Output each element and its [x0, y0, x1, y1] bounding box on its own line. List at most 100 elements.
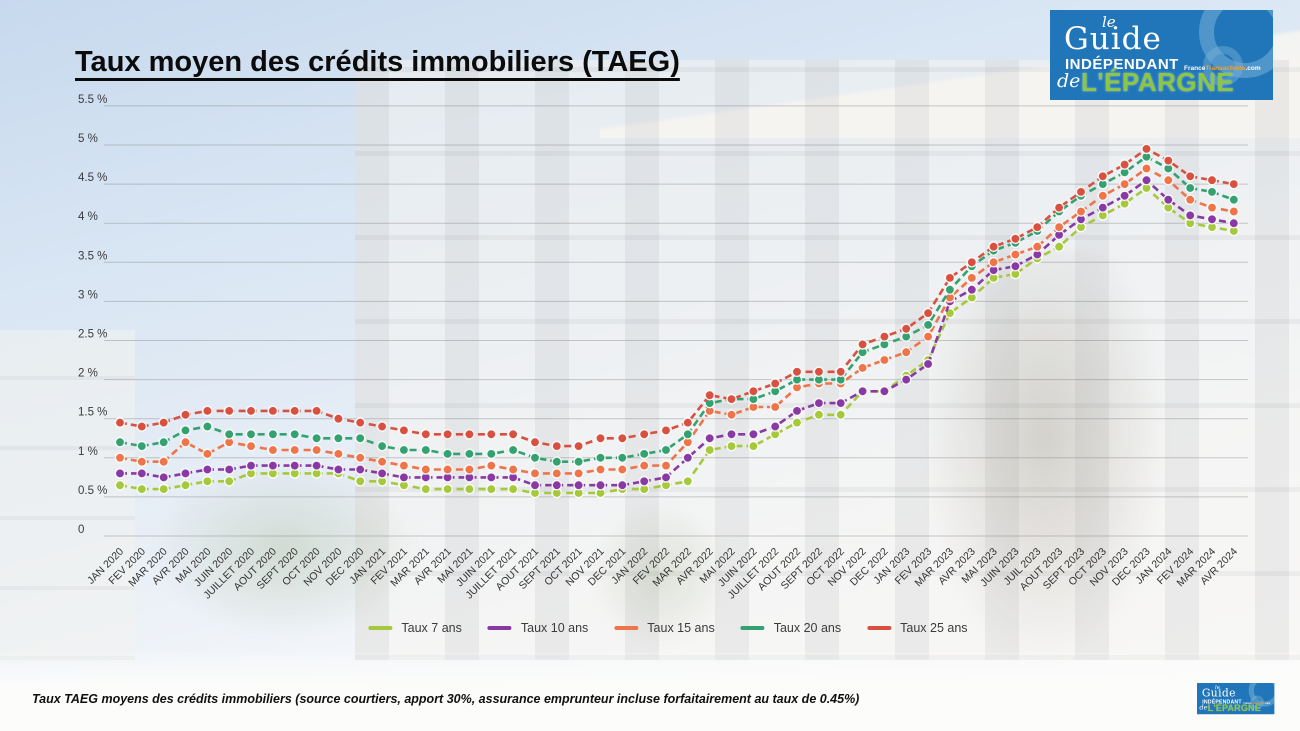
- data-point-taux-7-ans[interactable]: [136, 483, 148, 495]
- data-point-taux-7-ans[interactable]: [835, 409, 847, 421]
- data-point-taux-15-ans[interactable]: [1097, 190, 1109, 202]
- data-point-taux-7-ans[interactable]: [223, 475, 235, 487]
- data-point-taux-10-ans[interactable]: [813, 397, 825, 409]
- data-point-taux-20-ans[interactable]: [223, 428, 235, 440]
- data-point-taux-7-ans[interactable]: [682, 475, 694, 487]
- data-point-taux-20-ans[interactable]: [202, 421, 213, 432]
- data-point-taux-15-ans[interactable]: [464, 464, 475, 475]
- data-point-taux-25-ans[interactable]: [857, 339, 868, 350]
- data-point-taux-10-ans[interactable]: [1010, 260, 1021, 272]
- data-point-taux-15-ans[interactable]: [879, 354, 890, 366]
- data-point-taux-10-ans[interactable]: [1206, 213, 1218, 225]
- data-point-taux-20-ans[interactable]: [1184, 182, 1196, 194]
- data-point-taux-25-ans[interactable]: [245, 405, 257, 417]
- data-point-taux-20-ans[interactable]: [485, 448, 497, 460]
- data-point-taux-10-ans[interactable]: [857, 385, 868, 397]
- data-point-taux-20-ans[interactable]: [595, 452, 606, 464]
- data-point-taux-10-ans[interactable]: [333, 464, 344, 475]
- data-point-taux-15-ans[interactable]: [333, 448, 344, 460]
- data-point-taux-15-ans[interactable]: [1163, 174, 1174, 186]
- data-point-taux-10-ans[interactable]: [617, 479, 628, 491]
- data-point-taux-15-ans[interactable]: [485, 460, 497, 471]
- data-point-taux-15-ans[interactable]: [354, 452, 366, 464]
- legend-item-taux-25-ans[interactable]: Taux 25 ans: [867, 621, 968, 635]
- data-point-taux-7-ans[interactable]: [704, 444, 716, 456]
- data-point-taux-15-ans[interactable]: [966, 272, 978, 284]
- data-point-taux-25-ans[interactable]: [1075, 186, 1087, 198]
- data-point-taux-15-ans[interactable]: [1228, 206, 1240, 217]
- data-point-taux-25-ans[interactable]: [1097, 170, 1109, 182]
- data-point-taux-25-ans[interactable]: [944, 272, 956, 284]
- data-point-taux-15-ans[interactable]: [1032, 241, 1043, 252]
- data-point-taux-20-ans[interactable]: [638, 448, 650, 460]
- data-point-taux-10-ans[interactable]: [289, 460, 301, 471]
- data-point-taux-15-ans[interactable]: [1184, 194, 1196, 205]
- data-point-taux-10-ans[interactable]: [529, 479, 541, 491]
- data-point-taux-15-ans[interactable]: [267, 444, 279, 456]
- data-point-taux-15-ans[interactable]: [442, 464, 453, 475]
- data-point-taux-25-ans[interactable]: [1163, 155, 1174, 166]
- data-point-taux-7-ans[interactable]: [420, 483, 432, 495]
- data-point-taux-25-ans[interactable]: [791, 366, 803, 378]
- data-point-taux-25-ans[interactable]: [485, 428, 497, 440]
- data-point-taux-15-ans[interactable]: [573, 468, 584, 479]
- data-point-taux-25-ans[interactable]: [704, 389, 716, 401]
- data-point-taux-15-ans[interactable]: [1119, 178, 1130, 190]
- data-point-taux-25-ans[interactable]: [376, 421, 388, 432]
- data-point-taux-20-ans[interactable]: [267, 428, 279, 440]
- data-point-taux-15-ans[interactable]: [660, 460, 672, 471]
- data-point-taux-10-ans[interactable]: [485, 472, 497, 483]
- data-point-taux-20-ans[interactable]: [376, 440, 388, 452]
- data-point-taux-7-ans[interactable]: [726, 440, 737, 452]
- data-point-taux-10-ans[interactable]: [1097, 202, 1109, 213]
- data-point-taux-20-ans[interactable]: [180, 425, 191, 436]
- data-point-taux-10-ans[interactable]: [158, 472, 169, 483]
- data-point-taux-20-ans[interactable]: [529, 452, 541, 464]
- data-point-taux-15-ans[interactable]: [988, 256, 999, 268]
- data-point-taux-25-ans[interactable]: [507, 428, 519, 440]
- data-point-taux-15-ans[interactable]: [617, 464, 628, 475]
- data-point-taux-20-ans[interactable]: [617, 452, 628, 464]
- data-point-taux-15-ans[interactable]: [136, 456, 148, 468]
- data-point-taux-10-ans[interactable]: [595, 479, 606, 491]
- data-point-taux-20-ans[interactable]: [1206, 186, 1218, 198]
- data-point-taux-10-ans[interactable]: [180, 468, 191, 479]
- data-point-taux-10-ans[interactable]: [769, 421, 781, 432]
- data-point-taux-25-ans[interactable]: [442, 428, 453, 440]
- data-point-taux-25-ans[interactable]: [202, 405, 213, 417]
- data-point-taux-25-ans[interactable]: [333, 413, 344, 425]
- data-point-taux-15-ans[interactable]: [857, 362, 868, 374]
- data-point-taux-20-ans[interactable]: [660, 444, 672, 456]
- data-point-taux-25-ans[interactable]: [398, 425, 410, 436]
- data-point-taux-10-ans[interactable]: [660, 472, 672, 483]
- data-point-taux-15-ans[interactable]: [202, 448, 213, 460]
- data-point-taux-25-ans[interactable]: [922, 307, 934, 319]
- data-point-taux-20-ans[interactable]: [333, 432, 344, 444]
- data-point-taux-25-ans[interactable]: [748, 385, 759, 397]
- data-point-taux-20-ans[interactable]: [507, 444, 519, 456]
- data-point-taux-7-ans[interactable]: [158, 483, 169, 495]
- data-point-taux-25-ans[interactable]: [595, 432, 606, 444]
- data-point-taux-25-ans[interactable]: [617, 432, 628, 444]
- data-point-taux-7-ans[interactable]: [485, 483, 497, 495]
- data-point-taux-10-ans[interactable]: [879, 385, 890, 397]
- data-point-taux-25-ans[interactable]: [267, 405, 279, 417]
- data-point-taux-20-ans[interactable]: [158, 436, 169, 448]
- data-point-taux-20-ans[interactable]: [573, 456, 584, 468]
- data-point-taux-15-ans[interactable]: [638, 460, 650, 471]
- data-point-taux-15-ans[interactable]: [922, 331, 934, 342]
- data-point-taux-20-ans[interactable]: [922, 319, 934, 331]
- data-point-taux-25-ans[interactable]: [136, 421, 148, 432]
- data-point-taux-10-ans[interactable]: [704, 432, 716, 444]
- data-point-taux-10-ans[interactable]: [551, 479, 563, 491]
- data-point-taux-10-ans[interactable]: [1184, 210, 1196, 221]
- data-point-taux-25-ans[interactable]: [551, 440, 563, 452]
- data-point-taux-25-ans[interactable]: [1141, 143, 1152, 155]
- data-point-taux-10-ans[interactable]: [223, 464, 235, 475]
- data-point-taux-25-ans[interactable]: [1228, 178, 1240, 190]
- data-point-taux-10-ans[interactable]: [900, 374, 912, 385]
- data-point-taux-7-ans[interactable]: [507, 483, 519, 495]
- data-point-taux-15-ans[interactable]: [1010, 249, 1021, 260]
- data-point-taux-10-ans[interactable]: [966, 284, 978, 296]
- data-point-taux-10-ans[interactable]: [835, 397, 847, 409]
